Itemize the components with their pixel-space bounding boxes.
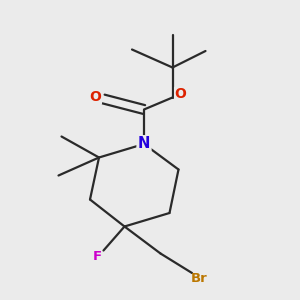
Text: N: N: [138, 136, 150, 152]
Text: O: O: [89, 90, 101, 104]
Text: Br: Br: [191, 272, 208, 285]
Text: O: O: [175, 88, 187, 101]
Text: F: F: [93, 250, 102, 263]
